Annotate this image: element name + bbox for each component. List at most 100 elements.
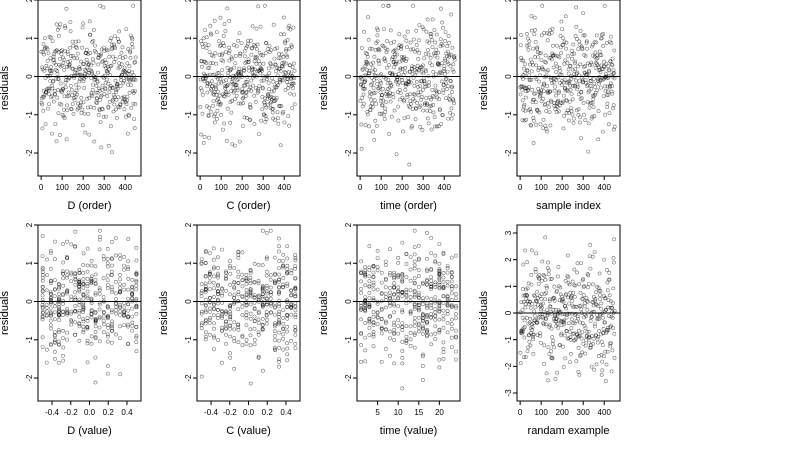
data-point [538, 333, 543, 338]
data-point [585, 61, 590, 66]
data-point [101, 115, 106, 119]
data-point [220, 51, 225, 56]
data-point [199, 301, 204, 306]
data-point [256, 309, 261, 314]
x-tick-label: 400 [278, 183, 292, 192]
data-point [591, 105, 596, 109]
data-point [240, 334, 245, 339]
data-point [228, 259, 233, 264]
data-point [360, 95, 365, 100]
data-point [453, 328, 458, 333]
data-point [574, 336, 579, 341]
data-point [199, 282, 204, 287]
data-point [451, 62, 456, 67]
data-point [404, 262, 409, 266]
data-point [557, 318, 561, 323]
data-point [211, 347, 216, 352]
data-point [546, 272, 551, 277]
data-point [446, 40, 451, 45]
data-point [108, 38, 113, 43]
data-point [281, 55, 286, 59]
data-point [84, 57, 89, 62]
data-point [71, 112, 76, 116]
data-point [208, 61, 213, 66]
data-point [392, 320, 397, 325]
data-point [81, 21, 86, 26]
data-point [200, 42, 205, 47]
data-point [441, 340, 446, 345]
data-point [442, 56, 447, 61]
data-point [535, 46, 539, 51]
data-point [601, 326, 606, 331]
data-point [293, 276, 298, 281]
data-point [408, 309, 413, 314]
x-tick-label: 200 [556, 408, 570, 417]
data-point [216, 265, 221, 270]
data-point [201, 71, 206, 76]
data-point [585, 299, 590, 304]
data-point [48, 296, 53, 301]
data-point [105, 273, 110, 278]
data-point [215, 307, 220, 312]
data-point [269, 95, 274, 99]
data-point [252, 93, 257, 98]
data-point [375, 26, 379, 31]
data-point [261, 53, 265, 58]
data-point [437, 299, 442, 303]
x-tick-label: 0 [518, 183, 523, 192]
data-point [102, 92, 107, 97]
data-point [39, 100, 44, 105]
data-point [453, 305, 458, 310]
data-point [396, 82, 400, 87]
data-point [121, 80, 126, 85]
data-point [443, 39, 448, 43]
data-point [40, 267, 45, 272]
data-point [371, 323, 376, 328]
data-point [69, 242, 74, 247]
data-point [69, 297, 74, 302]
data-point [240, 333, 245, 338]
data-point [285, 316, 290, 321]
data-point [364, 60, 369, 65]
data-point [273, 279, 277, 284]
data-point [264, 302, 269, 307]
data-point [539, 33, 544, 38]
data-point [535, 289, 539, 294]
data-point [81, 307, 86, 312]
data-point [62, 107, 66, 112]
data-point [216, 338, 221, 343]
data-point [110, 150, 114, 155]
data-point [363, 78, 368, 83]
y-tick-label: 2 [184, 222, 193, 227]
x-axis: 0 100 200 300 400 [518, 176, 611, 192]
data-point [78, 67, 83, 72]
data-point [379, 307, 384, 312]
data-point [91, 57, 95, 62]
data-point [411, 47, 416, 52]
data-point [437, 268, 442, 273]
data-point [361, 87, 366, 91]
data-point [400, 349, 405, 353]
data-point [522, 325, 527, 329]
data-point [363, 321, 368, 325]
data-point [552, 298, 557, 303]
data-point [79, 59, 84, 64]
data-point [559, 83, 564, 87]
data-point [118, 324, 122, 329]
data-point [412, 92, 417, 97]
data-point [73, 332, 78, 337]
data-point [429, 342, 434, 347]
data-point [532, 313, 537, 318]
data-point [85, 281, 90, 286]
data-point [116, 95, 121, 100]
y-tick-label: 0 [344, 299, 353, 304]
data-point [118, 282, 122, 287]
data-point [415, 63, 420, 68]
data-point [226, 93, 231, 97]
data-point [535, 45, 540, 50]
data-point [106, 305, 110, 310]
data-point [264, 310, 269, 314]
data-point [608, 83, 613, 88]
data-point [85, 269, 90, 274]
